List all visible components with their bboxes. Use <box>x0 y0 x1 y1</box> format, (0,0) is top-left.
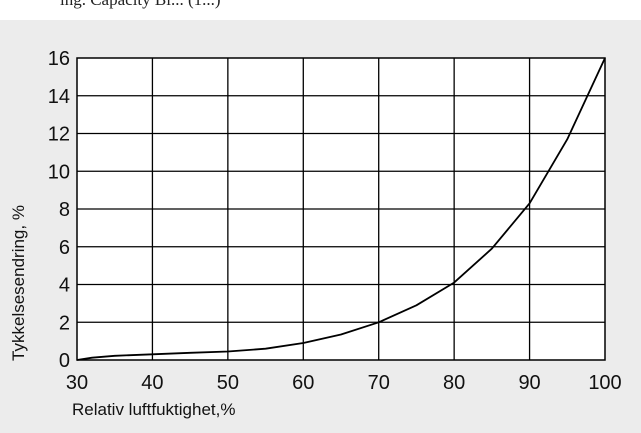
x-tick-label: 70 <box>368 372 390 394</box>
x-tick-label: 60 <box>292 372 314 394</box>
y-tick-label: 4 <box>59 275 70 297</box>
y-tick-label: 2 <box>59 312 70 334</box>
x-tick-label: 80 <box>443 372 465 394</box>
y-axis-label: Tykkelsesendring, % <box>9 205 28 361</box>
line-chart: 30 40 50 60 70 80 90 100 0 2 4 6 8 10 12 14 16 Relativ … <box>9 48 622 419</box>
x-axis-label: Relativ luftfuktighet,% <box>72 400 235 419</box>
series-layer <box>76 57 606 361</box>
y-axis-ticks: 0 2 4 6 8 10 12 14 16 <box>48 48 70 372</box>
grid <box>76 57 606 361</box>
y-tick-label: 12 <box>48 124 70 146</box>
x-tick-label: 50 <box>217 372 239 394</box>
y-tick-label: 0 <box>59 350 70 372</box>
x-tick-label: 30 <box>66 372 88 394</box>
x-axis-ticks: 30 40 50 60 70 80 90 100 <box>66 372 622 394</box>
cropped-header-text: ing. Capacity Bi... (1...) <box>60 0 221 10</box>
y-tick-label: 10 <box>48 161 70 183</box>
y-tick-label: 8 <box>59 199 70 221</box>
series-line <box>76 57 606 361</box>
x-tick-label: 100 <box>588 372 621 394</box>
chart-panel: 30 40 50 60 70 80 90 100 0 2 4 6 8 10 12 14 16 Relativ … <box>0 20 641 433</box>
y-tick-label: 14 <box>48 86 70 108</box>
y-tick-label: 6 <box>59 237 70 259</box>
x-tick-label: 40 <box>141 372 163 394</box>
x-tick-label: 90 <box>518 372 540 394</box>
y-tick-label: 16 <box>48 48 70 70</box>
cropped-header: ing. Capacity Bi... (1...) <box>0 0 641 20</box>
